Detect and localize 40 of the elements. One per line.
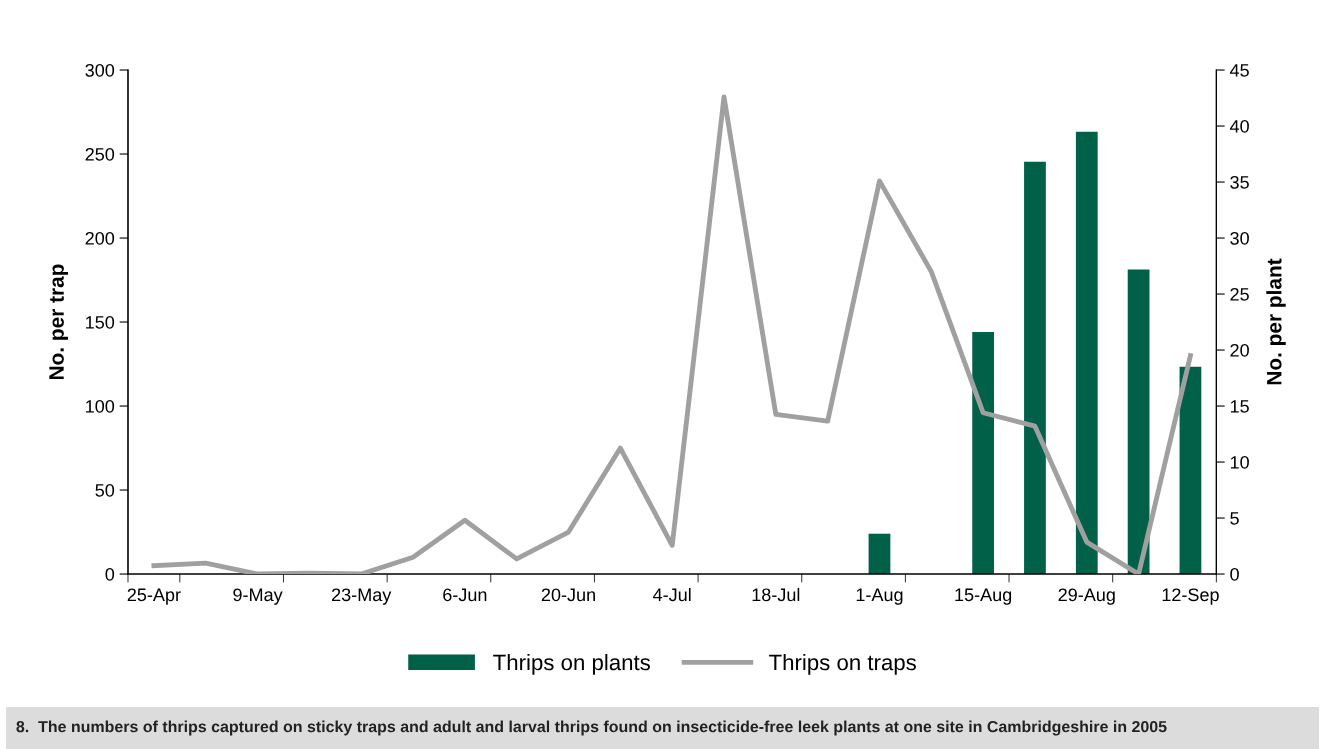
- y2-tick-label: 45: [1229, 64, 1249, 77]
- x-tick-label: 15-Aug: [955, 588, 1012, 605]
- y2-tick-label: 30: [1230, 231, 1249, 245]
- bar: [1127, 269, 1150, 575]
- text: 8. The numbers of thrips captured on sticky traps and adult and larval thrips found on insecticide-free leek plants at one site in Cambridgeshire in 2005: [16, 720, 1167, 736]
- y2-tick-label: 20: [1230, 343, 1249, 357]
- x-tick-label: 23-May: [332, 588, 392, 605]
- bar: [868, 533, 891, 575]
- bar: [1075, 131, 1098, 575]
- y2-tick-label: 40: [1229, 119, 1249, 133]
- bar: [1179, 366, 1202, 575]
- y-tick-label: 0: [105, 567, 115, 581]
- legend-label: Thrips on plants: [493, 654, 650, 675]
- x-tick-label: 18-Jul: [752, 587, 800, 602]
- y-tick-label: 250: [85, 147, 115, 161]
- x-tick-label: 4-Jul: [653, 587, 691, 602]
- x-tick-label: 29-Aug: [1058, 588, 1115, 605]
- x-tick-label: 25-Apr: [127, 588, 181, 605]
- legend-label: Thrips on traps: [769, 654, 916, 675]
- y-tick-label: 50: [95, 483, 115, 497]
- x-tick-label: 12-Sep: [1162, 588, 1219, 605]
- y2-tick-label: 15: [1230, 400, 1249, 413]
- x-tick-label: 9-May: [233, 588, 283, 605]
- y2-tick-label: 35: [1230, 175, 1249, 189]
- y-tick-label: 200: [85, 231, 115, 245]
- y2-tick-label: 25: [1230, 287, 1249, 301]
- y-tick-label: 150: [86, 315, 115, 329]
- y-tick-label: 300: [85, 63, 115, 77]
- x-tick-label: 6-Jun: [443, 588, 487, 602]
- y2-axis-title: No. per plant: [1266, 258, 1286, 385]
- y2-tick-label: 5: [1230, 512, 1239, 525]
- y-axis-title: No. per trap: [49, 264, 69, 380]
- bar: [972, 332, 995, 575]
- x-tick-label: 20-Jun: [541, 588, 595, 602]
- bar: [1024, 161, 1046, 575]
- x-tick-label: 1-Aug: [856, 588, 903, 605]
- y-tick-label: 100: [86, 399, 115, 413]
- line-series: [151, 94, 1193, 575]
- y2-tick-label: 10: [1230, 455, 1249, 469]
- y2-tick-label: 0: [1230, 567, 1239, 581]
